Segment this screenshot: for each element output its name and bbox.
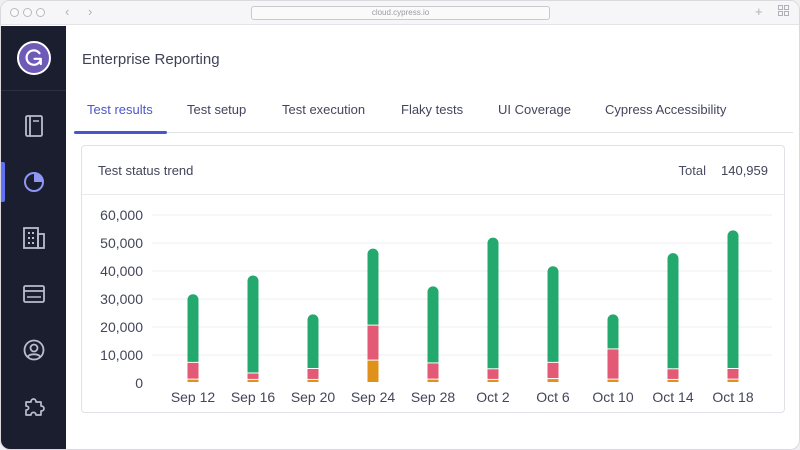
x-tick-label: Oct 2 [476,389,510,405]
x-tick-label: Oct 14 [652,389,693,405]
bar-segment-other [487,379,499,382]
y-tick-label: 10,000 [100,347,143,363]
tab-flaky-tests[interactable]: Flaky tests [401,102,463,117]
bar-segment-passed [367,248,379,325]
x-tick-label: Sep 28 [411,389,456,405]
sidebar [1,26,66,449]
tab-label: Test execution [282,102,366,117]
app-logo[interactable] [17,41,51,75]
bar-segment-failed [547,362,559,379]
y-tick-label: 20,000 [100,319,143,335]
bar-segment-other [427,379,439,382]
bar-segment-passed [427,286,439,363]
tab-ui-coverage[interactable]: UI Coverage [498,102,571,117]
tab-label: UI Coverage [498,102,571,117]
bar-segment-passed [607,314,619,349]
bar-segment-other [547,379,559,382]
bar-segment-other [247,379,259,382]
bar-segment-failed [187,362,199,379]
x-tick-label: Sep 16 [231,389,276,405]
bar-segment-passed-base [487,362,499,369]
building-icon[interactable] [21,225,47,251]
x-tick-label: Oct 6 [536,389,570,405]
tab-label: Test setup [187,102,247,117]
new-tab-icon[interactable]: + [755,4,763,19]
bar-segment-passed [187,294,199,362]
page-title: Enterprise Reporting [82,51,220,68]
bar-segment-passed [247,275,259,373]
sidebar-active-indicator [1,162,5,202]
bar-segment-failed [487,369,499,379]
bar-segment-passed [667,253,679,369]
card-divider [82,194,784,195]
tab-test-setup[interactable]: Test setup [187,102,246,117]
x-tick-label: Sep 24 [351,389,396,405]
bar-segment-passed [307,314,319,368]
bar-segment-other [727,379,739,382]
bar-segment-other [187,379,199,382]
bar-segment-failed [427,363,439,379]
bar-segment-passed-base [367,318,379,325]
test-status-trend-card: Test status trend Total 140,959 0 10,000 2… [81,145,785,413]
bar-segment-failed [367,325,379,360]
back-arrow-icon[interactable]: ‹ [65,4,70,19]
bar-segment-failed [607,349,619,379]
bar-segment-passed-base [247,366,259,373]
bar-segment-passed [487,237,499,369]
window-minimize-button[interactable] [23,8,32,17]
bar-segment-passed-base [187,355,199,362]
tab-test-results[interactable]: Test results [74,102,167,134]
bar-segment-passed-base [727,362,739,368]
forward-arrow-icon[interactable]: › [88,4,93,19]
tab-grid-icon[interactable] [778,5,789,19]
pie-chart-icon[interactable] [21,169,47,195]
total-value: 140,959 [721,163,768,178]
window-zoom-button[interactable] [36,8,45,17]
bar-segment-other [367,360,379,382]
bar-segment-passed-base [667,362,679,369]
browser-titlebar: ‹ › cloud.cypress.io + [1,1,799,25]
bar-segment-failed [727,369,739,379]
x-tick-label: Sep 12 [171,389,216,405]
window-close-button[interactable] [10,8,19,17]
y-tick-label: 30,000 [100,291,143,307]
active-tab-underline [74,131,167,134]
bar-segment-failed [307,369,319,379]
main-content: Enterprise Reporting Test results Test s… [66,26,799,449]
x-tick-label: Oct 10 [592,389,633,405]
y-tick-label: 0 [135,375,143,391]
bar-segment-passed [547,266,559,362]
puzzle-icon[interactable] [21,393,47,419]
bar-segment-passed-base [307,362,319,368]
bar-segment-passed [727,230,739,368]
tab-label: Test results [87,102,153,117]
tab-label: Flaky tests [401,102,464,117]
card-icon[interactable] [21,281,47,307]
book-icon[interactable] [21,113,47,139]
bar-segment-failed [667,369,679,379]
address-bar[interactable]: cloud.cypress.io [251,6,550,20]
tab-label: Cypress Accessibility [605,102,727,117]
y-tick-label: 50,000 [100,235,143,251]
x-tick-label: Oct 18 [712,389,753,405]
bar-segment-passed-base [547,355,559,362]
total-label: Total [678,163,706,178]
tab-bar: Test results Test setup Test execution F… [74,91,793,134]
tab-cypress-accessibility[interactable]: Cypress Accessibility [605,102,726,117]
card-title: Test status trend [98,163,194,178]
y-tick-label: 40,000 [100,263,143,279]
bar-segment-passed-base [607,342,619,349]
user-circle-icon[interactable] [21,337,47,363]
bar-segment-other [607,379,619,382]
y-tick-label: 60,000 [100,207,143,223]
bar-segment-other [307,379,319,382]
test-status-chart: 0 10,000 20,000 30,000 40,000 50,000 60,000 Sep… [100,207,772,405]
bar-segment-passed-base [427,356,439,363]
sidebar-divider [1,90,66,91]
bar-segment-failed [247,373,259,379]
bar-segment-other [667,379,679,382]
tab-test-execution[interactable]: Test execution [282,102,365,117]
x-tick-label: Sep 20 [291,389,336,405]
